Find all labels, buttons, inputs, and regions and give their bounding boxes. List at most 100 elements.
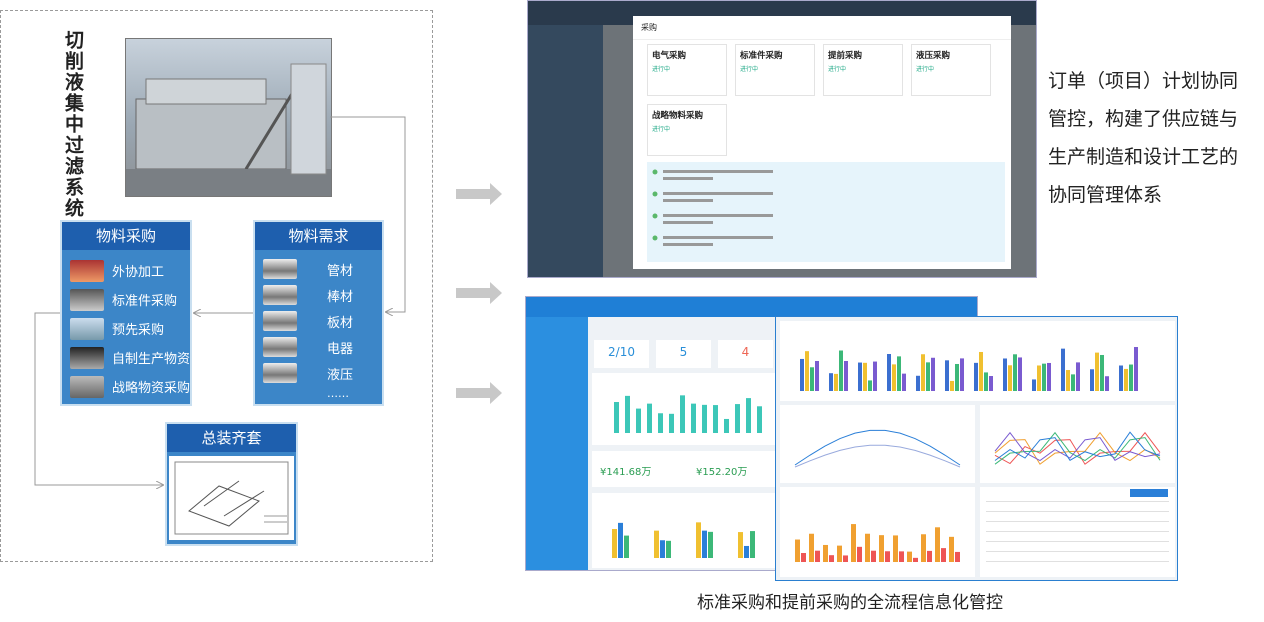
decoration bbox=[823, 544, 828, 562]
decoration bbox=[897, 356, 901, 391]
purchase-card: 战略物料采购 进行中 bbox=[647, 104, 727, 156]
system-title: 切削液集中过滤系统 bbox=[62, 30, 84, 219]
decoration bbox=[680, 395, 685, 433]
decoration bbox=[800, 358, 804, 391]
decoration bbox=[986, 511, 1169, 512]
decoration bbox=[795, 539, 800, 562]
kpi-value: 5 bbox=[656, 340, 711, 368]
decoration bbox=[1008, 365, 1012, 391]
purchase-card: 提前采购 进行中 bbox=[823, 44, 903, 96]
decoration bbox=[913, 557, 918, 562]
item-icon bbox=[70, 375, 104, 398]
decoration bbox=[931, 357, 935, 391]
kpi-value: 4 bbox=[718, 340, 773, 368]
decoration bbox=[666, 540, 671, 558]
demand-item: 管材 bbox=[255, 256, 382, 282]
decoration bbox=[1061, 348, 1065, 391]
card-title: 液压采购 bbox=[916, 51, 951, 61]
decoration bbox=[955, 551, 960, 562]
decoration bbox=[658, 413, 663, 433]
decoration bbox=[829, 373, 833, 391]
decoration bbox=[713, 405, 718, 433]
decoration bbox=[702, 404, 707, 433]
decoration bbox=[1032, 379, 1036, 391]
arrow bbox=[34, 312, 163, 485]
decoration bbox=[974, 362, 978, 391]
item-label: 液压 bbox=[327, 367, 354, 383]
decoration bbox=[887, 354, 891, 391]
item-label: 标准件采购 bbox=[112, 294, 178, 309]
decoration bbox=[805, 351, 809, 391]
screenshot-analytics bbox=[775, 316, 1178, 581]
modal: 采购 电气采购 进行中 标准件采购 进行中 提前采购 进行中 液压采购 进行中 战略物料采购 进行… bbox=[633, 16, 1011, 269]
card-status: 进行中 bbox=[828, 66, 847, 73]
decoration bbox=[893, 535, 898, 562]
decoration bbox=[868, 380, 872, 391]
item-icon bbox=[70, 288, 104, 311]
kpi-value: 2/10 bbox=[594, 340, 649, 368]
decoration bbox=[794, 429, 961, 466]
decoration bbox=[1047, 362, 1051, 391]
procurement-item: 预先采购 bbox=[62, 314, 190, 343]
item-icon bbox=[263, 311, 297, 331]
decoration bbox=[794, 444, 961, 468]
decoration bbox=[949, 536, 954, 562]
decoration bbox=[1095, 352, 1099, 391]
decoration bbox=[921, 354, 925, 391]
decoration bbox=[829, 555, 834, 562]
card-status: 进行中 bbox=[740, 66, 759, 73]
decoration bbox=[960, 358, 964, 391]
decoration bbox=[746, 398, 751, 433]
decoration bbox=[735, 404, 740, 433]
item-icon bbox=[70, 346, 104, 369]
decoration bbox=[1119, 365, 1123, 391]
decoration bbox=[1003, 358, 1007, 391]
panel-title: 物料需求 bbox=[255, 222, 382, 250]
decoration bbox=[950, 380, 954, 391]
amount: ¥141.68万 bbox=[600, 467, 652, 478]
decoration bbox=[885, 551, 890, 562]
item-icon bbox=[263, 337, 297, 357]
panel-title: 总装齐套 bbox=[167, 424, 296, 452]
system-frame bbox=[0, 10, 433, 562]
item-icon bbox=[263, 285, 297, 305]
decoration bbox=[614, 402, 619, 433]
decoration bbox=[916, 375, 920, 391]
decoration bbox=[654, 530, 659, 558]
decoration bbox=[618, 522, 623, 558]
description-line: 协同管理体系 bbox=[1048, 184, 1163, 206]
decoration bbox=[902, 373, 906, 391]
decoration bbox=[1076, 362, 1080, 391]
decoration bbox=[986, 541, 1169, 542]
decoration bbox=[1042, 363, 1046, 391]
decoration bbox=[724, 418, 729, 433]
decoration bbox=[750, 531, 755, 558]
decoration bbox=[945, 360, 949, 391]
procurement-panel: 物料采购 外协加工 标准件采购 预先采购 自制生产物资 战略物资采购 bbox=[60, 220, 192, 406]
decoration bbox=[809, 533, 814, 562]
decoration bbox=[837, 545, 842, 562]
equipment-photo bbox=[125, 38, 332, 197]
purchase-card: 标准件采购 进行中 bbox=[735, 44, 815, 96]
decoration bbox=[858, 362, 862, 391]
decoration bbox=[955, 363, 959, 391]
decoration bbox=[986, 561, 1169, 562]
item-label: …… bbox=[327, 386, 349, 400]
demand-item: 电器 bbox=[255, 334, 382, 360]
decoration bbox=[1090, 369, 1094, 391]
decoration bbox=[1071, 374, 1075, 391]
decoration bbox=[647, 403, 652, 433]
decoration bbox=[989, 376, 993, 391]
decoration bbox=[986, 521, 1169, 522]
decoration bbox=[1018, 357, 1022, 391]
purchase-card: 电气采购 进行中 bbox=[647, 44, 727, 96]
decoration bbox=[984, 372, 988, 391]
decoration bbox=[696, 522, 701, 558]
decoration bbox=[815, 360, 819, 391]
purchase-card: 液压采购 进行中 bbox=[911, 44, 991, 96]
big-arrows bbox=[456, 183, 502, 404]
decoration bbox=[986, 501, 1169, 502]
decoration bbox=[625, 395, 630, 433]
decoration bbox=[986, 551, 1169, 552]
